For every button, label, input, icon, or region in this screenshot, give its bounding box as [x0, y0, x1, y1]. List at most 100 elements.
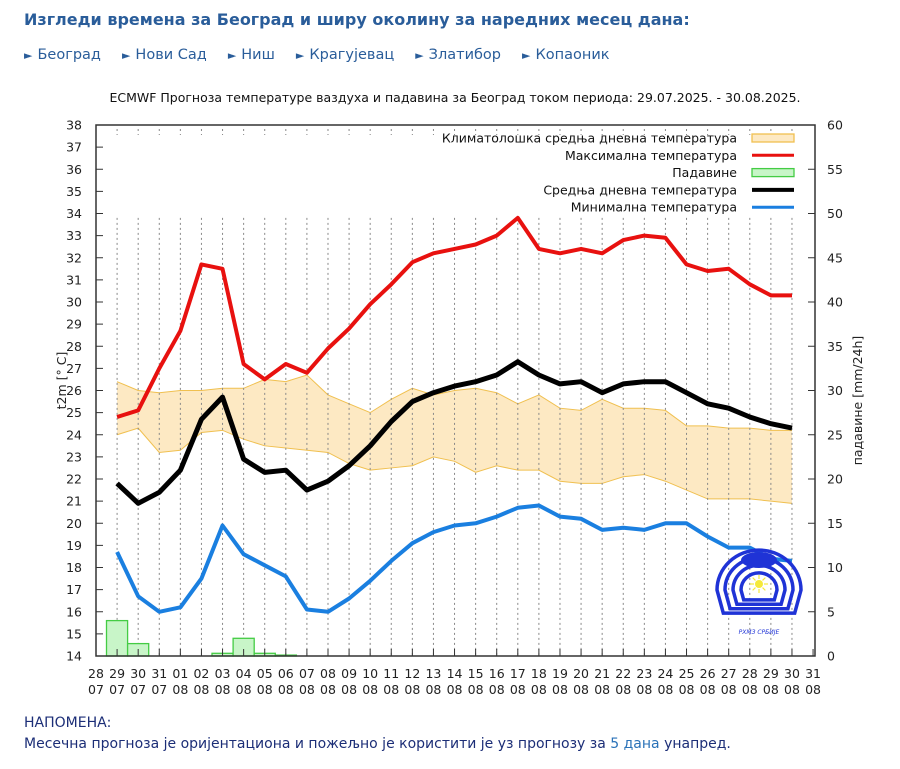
x-tick-label-day: 16: [489, 666, 505, 681]
y2-tick-label: 35: [827, 339, 843, 354]
x-tick-label-day: 26: [700, 666, 716, 681]
note-text: Месечна прогноза је оријентациона и поже…: [24, 734, 731, 755]
x-tick-label-day: 22: [615, 666, 631, 681]
logo-sun-ray: [752, 587, 756, 591]
triangle-right-icon: ►: [522, 48, 531, 62]
y-tick-label: 34: [66, 206, 82, 221]
triangle-right-icon: ►: [415, 48, 424, 62]
y-tick-label: 33: [66, 228, 82, 243]
y2-tick-label: 55: [827, 162, 843, 177]
x-tick-label-month: 08: [763, 682, 779, 697]
city-link-beograd[interactable]: ► Београд: [24, 47, 101, 63]
y-tick-label: 20: [66, 516, 82, 531]
x-tick-label-day: 09: [341, 666, 357, 681]
logo-cloud: [741, 552, 777, 568]
y-tick-label: 24: [66, 427, 82, 442]
x-tick-label-month: 08: [531, 682, 547, 697]
y2-tick-label: 5: [827, 604, 835, 619]
y-tick-label: 25: [66, 405, 82, 420]
logo-arc: [739, 571, 779, 602]
grid-layer: [116, 129, 793, 656]
triangle-right-icon: ►: [295, 48, 305, 62]
climatology-upper-edge: [116, 374, 792, 431]
y2-tick-label: 30: [827, 383, 843, 398]
x-tick-label-month: 08: [679, 682, 695, 697]
x-tick-label-month: 08: [278, 682, 294, 697]
x-tick-label-day: 27: [721, 666, 737, 681]
x-tick-label-month: 08: [320, 682, 336, 697]
city-link-kopaonik[interactable]: ► Копаоник: [522, 47, 610, 63]
y-tick-label: 27: [66, 361, 82, 376]
x-tick-label-day: 04: [236, 666, 252, 681]
y-tick-label: 17: [66, 582, 82, 597]
logo-sun: [755, 580, 763, 588]
x-tick-label-month: 08: [636, 682, 652, 697]
x-tick-label-day: 25: [679, 666, 695, 681]
y-tick-label: 19: [66, 538, 82, 553]
y-tick-label: 37: [66, 140, 82, 155]
x-tick-label-day: 11: [383, 666, 399, 681]
x-tick-label-month: 07: [109, 682, 125, 697]
legend-label-clim: Климатолошка средња дневна температура: [442, 131, 737, 146]
y-tick-label: 14: [66, 649, 82, 664]
city-link-label: Ниш: [241, 47, 275, 63]
y-tick-label: 22: [66, 472, 82, 487]
x-tick-label-month: 08: [341, 682, 357, 697]
x-tick-label-month: 08: [383, 682, 399, 697]
y2-tick-label: 25: [827, 427, 843, 442]
y-tick-label: 29: [66, 317, 82, 332]
x-tick-label-month: 08: [425, 682, 441, 697]
x-tick-label-month: 08: [805, 682, 821, 697]
city-link-zlatibor[interactable]: ► Златибор: [415, 47, 501, 63]
x-tick-label-month: 08: [362, 682, 378, 697]
y-tick-label: 30: [66, 295, 82, 310]
y-tick-label: 32: [66, 250, 82, 265]
x-tick-label-day: 18: [531, 666, 547, 681]
y-tick-label: 15: [66, 626, 82, 641]
x-tick-label-month: 08: [215, 682, 231, 697]
y-tick-label: 23: [66, 449, 82, 464]
y2-tick-label: 15: [827, 516, 843, 531]
x-tick-label-day: 14: [447, 666, 463, 681]
city-link-novi-sad[interactable]: ► Нови Сад: [122, 47, 207, 63]
rhmz-logo-icon: РХМЗ СРБИЈЕ: [715, 548, 803, 636]
y2-tick-label: 45: [827, 250, 843, 265]
x-tick-label-month: 08: [784, 682, 800, 697]
x-tick-label-day: 28: [88, 666, 104, 681]
y2-tick-label: 50: [827, 206, 843, 221]
five-day-forecast-link[interactable]: 5 дана: [610, 736, 660, 752]
y-tick-label: 36: [66, 162, 82, 177]
x-tick-label-month: 07: [88, 682, 104, 697]
temperature-lines-layer: [115, 215, 793, 614]
axes-layer: 14 15 16 17 18 19 20 21 22 23 24 25 26 27 28 29 30 31 32 33…: [54, 118, 865, 698]
y-tick-label: 18: [66, 560, 82, 575]
logo-arc: [715, 548, 803, 615]
x-tick-label-day: 29: [109, 666, 125, 681]
x-tick-label-day: 13: [425, 666, 441, 681]
legend-swatch-precip: [751, 167, 795, 178]
city-nav: ► Београд ► Нови Сад ► Ниш ► Крагујевац ► Зла…: [24, 47, 631, 63]
x-tick-label-month: 08: [172, 682, 188, 697]
city-link-nis[interactable]: ► Ниш: [228, 47, 275, 63]
x-tick-label-month: 08: [700, 682, 716, 697]
x-tick-label-day: 24: [657, 666, 673, 681]
y-tick-label: 16: [66, 604, 82, 619]
x-tick-label-day: 31: [151, 666, 167, 681]
logo-sun-ray: [762, 577, 766, 581]
x-tick-label-month: 08: [742, 682, 758, 697]
x-tick-label-month: 08: [236, 682, 252, 697]
triangle-right-icon: ►: [227, 48, 237, 62]
triangle-right-icon: ►: [24, 48, 33, 62]
x-tick-label-month: 08: [552, 682, 568, 697]
y-tick-label: 38: [66, 118, 82, 133]
note-heading: НАПОМЕНА:: [24, 715, 112, 731]
min-temperature-line: [115, 503, 793, 614]
x-tick-label-month: 08: [721, 682, 737, 697]
x-tick-label-month: 08: [257, 682, 273, 697]
x-tick-label-day: 21: [594, 666, 610, 681]
city-link-kragujevac[interactable]: ► Крагујевац: [296, 47, 394, 63]
forecast-chart: 14 15 16 17 18 19 20 21 22 23 24 25 26 27 28 29 30 31 32 33…: [54, 118, 865, 698]
x-tick-label-month: 08: [468, 682, 484, 697]
legend-layer: Климатолошка средња дневна температура Ма…: [442, 131, 795, 215]
x-tick-label-month: 08: [510, 682, 526, 697]
